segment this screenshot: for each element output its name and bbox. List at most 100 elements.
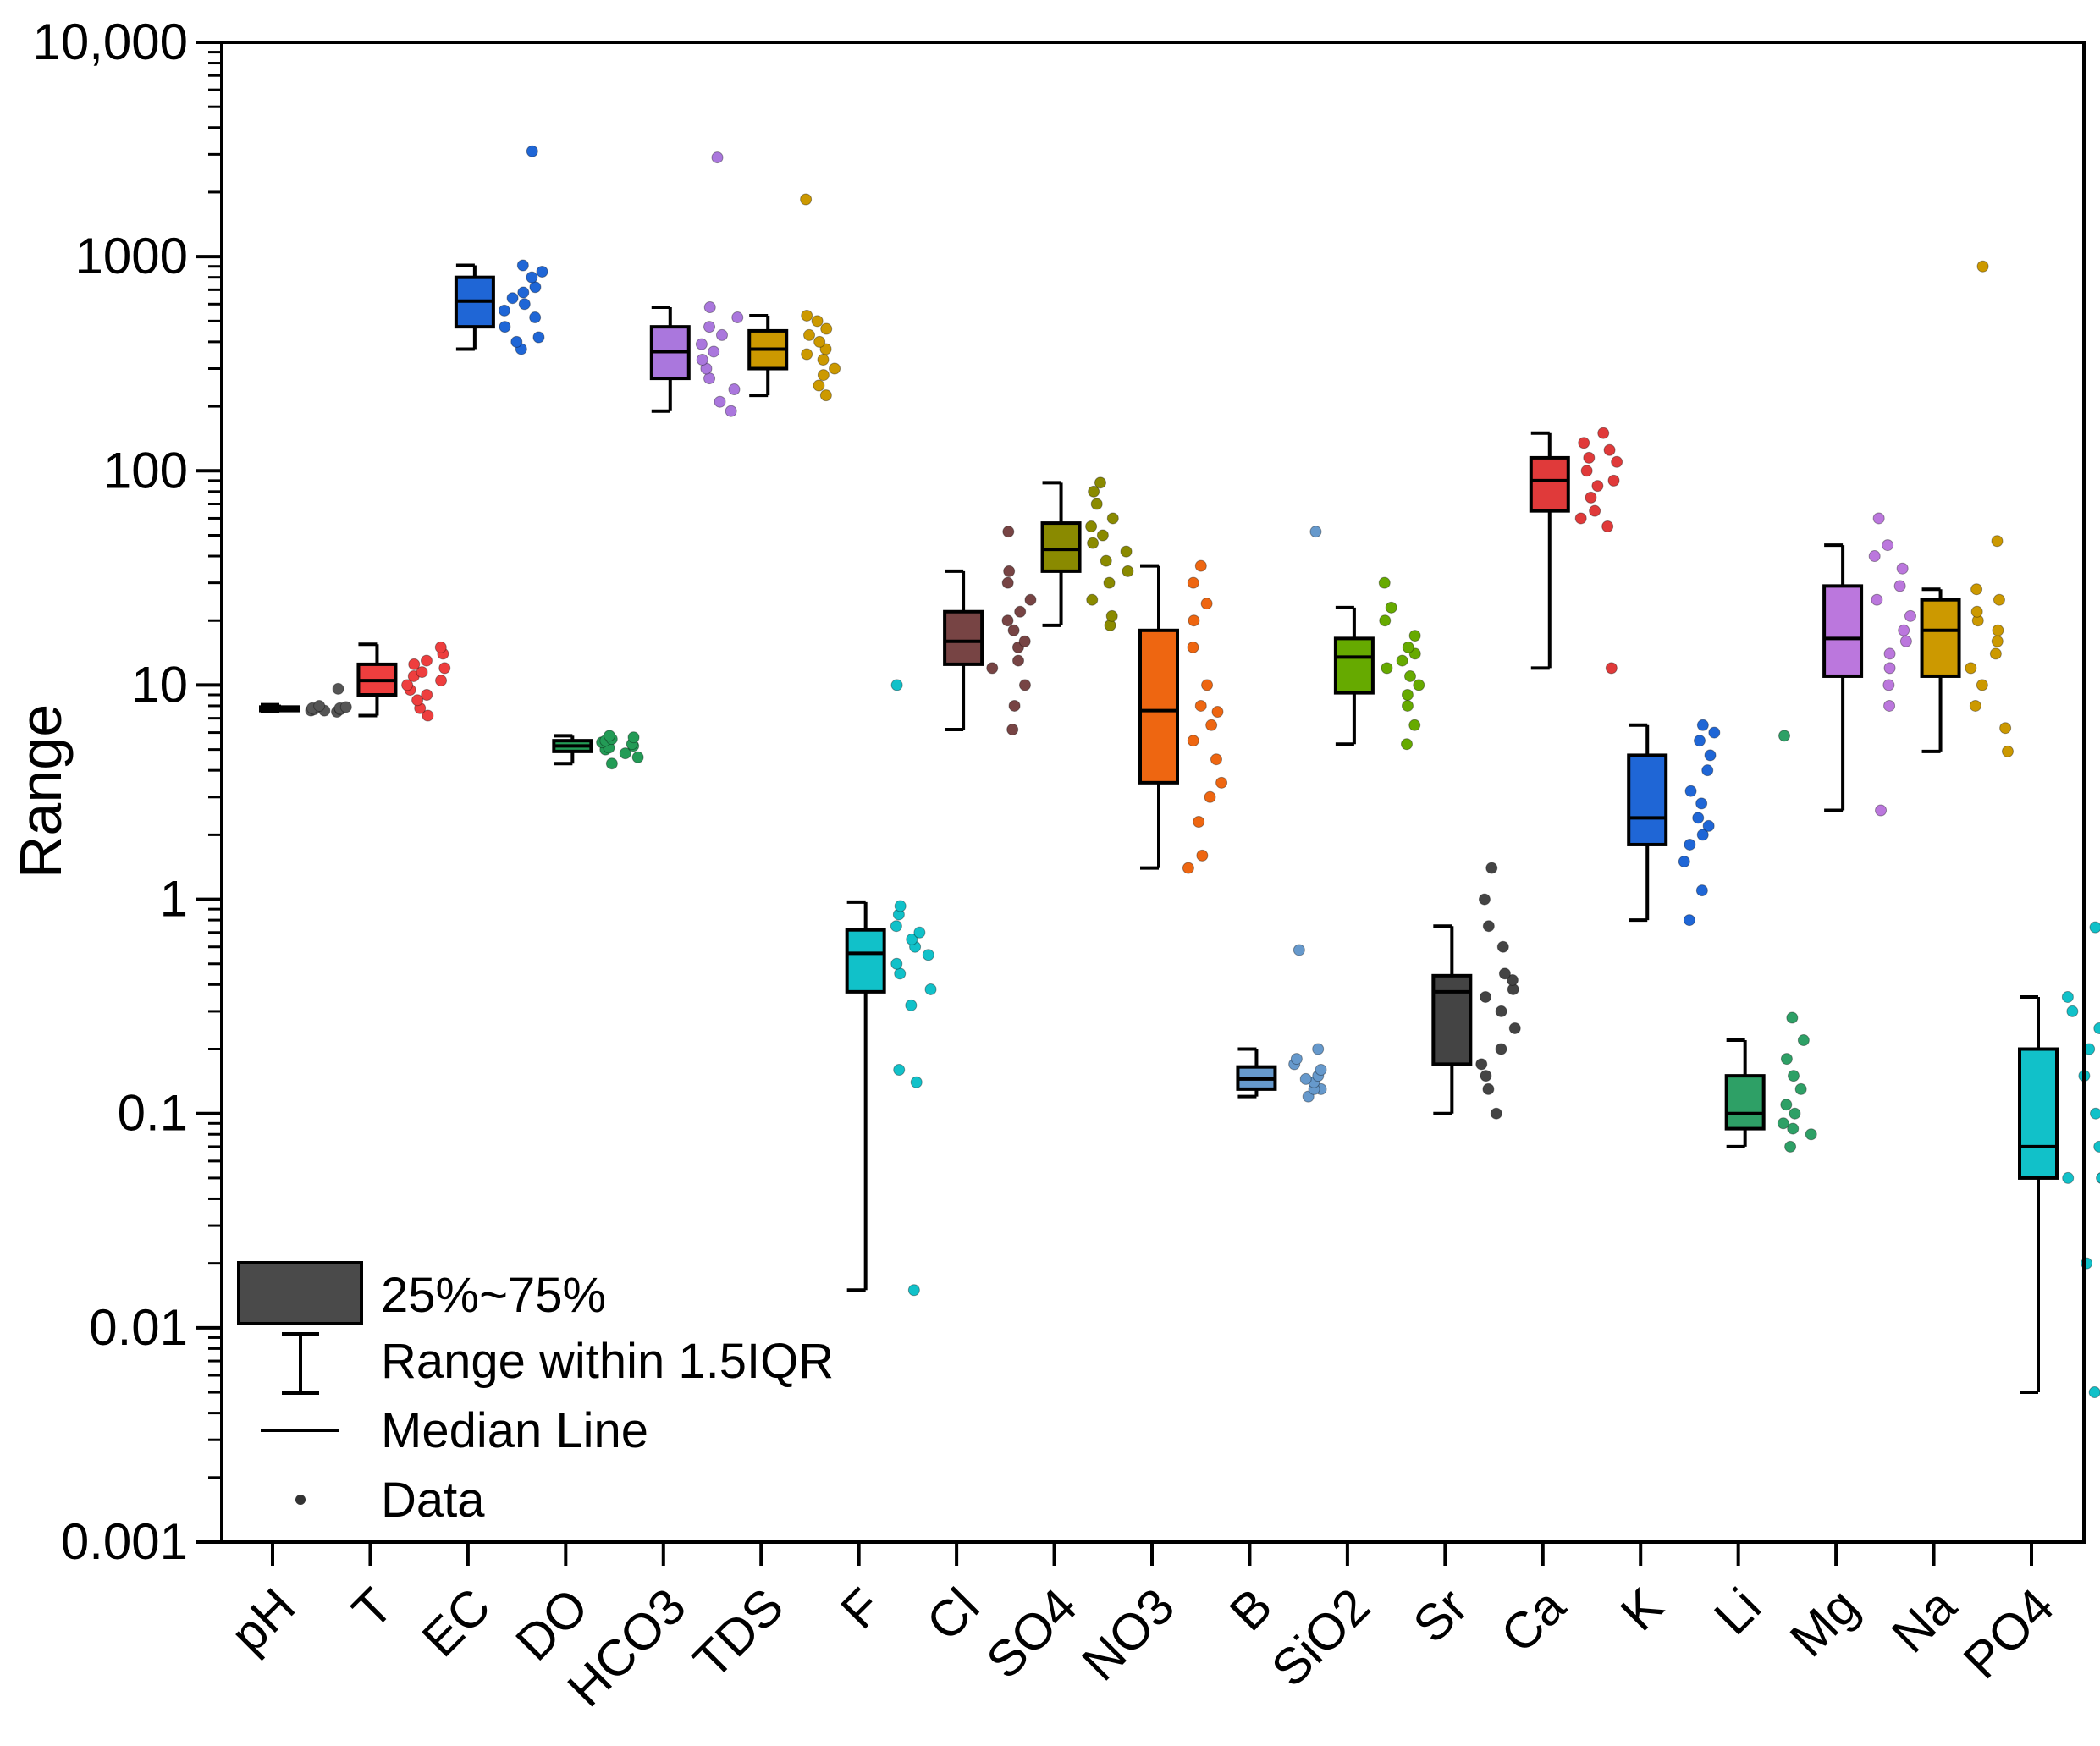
data-point (1589, 504, 1601, 517)
data-point (1578, 437, 1590, 449)
data-point (526, 145, 538, 157)
data-point (1413, 679, 1425, 691)
data-point (1385, 601, 1397, 614)
data-point (1684, 838, 1696, 851)
data-point (1704, 749, 1717, 762)
y-tick-label: 0.01 (89, 1299, 188, 1356)
data-point (813, 379, 825, 392)
box-iqr (1138, 628, 1179, 785)
data-point (420, 654, 433, 667)
data-point (1882, 679, 1895, 691)
data-point (408, 658, 421, 670)
data-point (819, 343, 832, 355)
box-group-f (845, 679, 937, 1297)
box-group-ec (454, 145, 548, 355)
data-point (1482, 1082, 1495, 1095)
data-point (1585, 491, 1597, 504)
data-point (1508, 1022, 1521, 1034)
data-point (1893, 580, 1906, 592)
data-point (703, 372, 716, 385)
data-point (2066, 1005, 2079, 1017)
data-point (1684, 785, 1697, 797)
box-group-so4 (1040, 476, 1134, 631)
data-point (1965, 662, 1977, 675)
data-point (1898, 624, 1910, 636)
data-point (499, 321, 511, 333)
data-point (1787, 1070, 1800, 1082)
box-group-sio2 (1333, 576, 1425, 751)
data-point (2096, 1172, 2100, 1184)
data-point (1188, 614, 1200, 627)
data-point (829, 362, 841, 375)
data-point (1883, 647, 1896, 660)
data-point (1215, 776, 1228, 789)
box-iqr (1431, 973, 1473, 1066)
data-point (1402, 641, 1414, 653)
y-axis-label: Range (8, 704, 74, 879)
data-point (1210, 753, 1222, 766)
box-group-na (1920, 260, 2014, 757)
data-point (1001, 614, 1014, 627)
box-group-no3 (1138, 559, 1228, 874)
data-point (1495, 1043, 1507, 1055)
y-tick-label: 10,000 (32, 14, 188, 70)
data-point (711, 151, 724, 164)
data-point (728, 383, 741, 396)
data-point (907, 1284, 920, 1297)
data-point (1904, 609, 1916, 622)
data-point (604, 730, 616, 742)
box-iqr (1040, 521, 1082, 573)
data-point (924, 983, 937, 995)
data-point (2093, 1022, 2100, 1034)
x-tick-label: PO4 (1953, 1578, 2064, 1689)
data-point (708, 345, 720, 358)
data-point (1024, 593, 1037, 606)
data-point (1299, 1072, 1312, 1085)
data-point (1120, 545, 1133, 558)
y-tick-label: 1000 (75, 228, 188, 284)
x-tick-label: Mg (1779, 1578, 1869, 1667)
data-point (811, 315, 824, 328)
data-point (1211, 706, 1224, 719)
data-point (1490, 1107, 1502, 1120)
data-point (890, 679, 903, 691)
data-point (1607, 474, 1620, 487)
data-point (913, 926, 926, 939)
data-point (1970, 583, 1983, 596)
data-point (313, 699, 326, 712)
data-point (1871, 593, 1883, 606)
data-point (401, 679, 414, 691)
data-point (1194, 559, 1207, 572)
data-point (339, 701, 352, 713)
data-point (1096, 529, 1109, 542)
data-point (1708, 726, 1721, 739)
data-point (714, 395, 726, 408)
y-tick-label: 0.001 (61, 1513, 188, 1570)
data-point (518, 298, 531, 311)
y-tick-label: 100 (103, 442, 188, 498)
data-point (890, 957, 903, 970)
box-iqr (2018, 1047, 2059, 1180)
data-point (1007, 624, 1020, 636)
box-iqr (845, 928, 886, 994)
data-point (1696, 719, 1709, 731)
legend-label-median: Median Line (381, 1403, 648, 1458)
data-point (1103, 576, 1116, 589)
data-point (800, 193, 813, 206)
data-point (1196, 849, 1209, 862)
data-point (1018, 679, 1031, 691)
data-point (1868, 550, 1881, 563)
data-point (2089, 921, 2100, 934)
legend-label-range: Range within 1.5IQR (381, 1334, 834, 1389)
data-point (1970, 605, 1983, 618)
data-point (1485, 862, 1498, 874)
data-point (817, 354, 830, 366)
data-point (715, 328, 728, 341)
data-point (438, 662, 451, 675)
box-group-k (1627, 719, 1721, 927)
data-point (1379, 614, 1392, 627)
box-group-po4 (2018, 921, 2100, 1399)
data-point (332, 682, 344, 695)
x-tick-label: F (830, 1578, 892, 1639)
